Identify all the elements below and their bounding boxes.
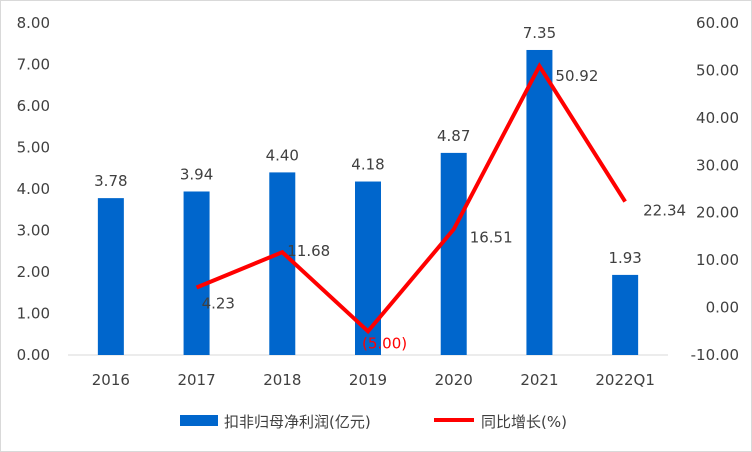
x-axis-tick-label: 2019 <box>349 371 387 389</box>
legend-bar-swatch <box>180 415 218 426</box>
line-value-label: 22.34 <box>643 202 686 220</box>
right-axis-tick-label: 40.00 <box>696 109 739 127</box>
line-point <box>537 64 541 68</box>
line-point <box>623 200 627 204</box>
bar-value-label: 1.93 <box>608 249 641 267</box>
bar-value-label: 4.87 <box>437 127 470 145</box>
data-labels: 3.78 3.94 4.40 4.18 4.87 7.35 1.93 4.23 11.68 (5.… <box>94 24 686 352</box>
bar-value-label: 4.40 <box>266 146 299 164</box>
right-axis-tick-label: 20.00 <box>696 204 739 222</box>
right-axis-tick-label: 60.00 <box>696 14 739 32</box>
bar <box>440 152 467 355</box>
line-value-label: 16.51 <box>470 228 513 246</box>
line-value-label: (5.00) <box>362 334 407 352</box>
bar <box>355 181 381 355</box>
bar-value-label: 7.35 <box>523 24 556 42</box>
growth-line <box>195 62 627 335</box>
line-point <box>366 329 370 333</box>
x-axis-tick-label: 2022Q1 <box>595 371 655 389</box>
bar-value-label: 4.18 <box>351 156 384 174</box>
bar <box>526 49 553 355</box>
left-axis-tick-label: 1.00 <box>17 305 50 323</box>
x-axis-tick-label: 2021 <box>520 371 558 389</box>
axes: 0.00 1.00 2.00 3.00 4.00 5.00 6.00 7.00 8.00 -10.… <box>17 14 739 389</box>
legend: 扣非归母净利润(亿元) 同比增长(%) <box>180 413 567 431</box>
line-value-label: 4.23 <box>202 295 235 313</box>
left-axis-tick-label: 7.00 <box>17 56 50 74</box>
bar <box>612 274 639 355</box>
legend-line-label: 同比增长(%) <box>481 413 567 431</box>
line-point <box>195 286 199 290</box>
bar-value-label: 3.94 <box>180 165 213 183</box>
line-value-label: 50.92 <box>555 67 598 85</box>
line-point <box>280 250 284 254</box>
bar-series <box>97 49 639 355</box>
x-axis-tick-label: 2017 <box>177 371 215 389</box>
left-axis-tick-label: 2.00 <box>17 263 50 281</box>
bar <box>183 191 210 355</box>
line-point <box>452 227 456 231</box>
left-axis-tick-label: 5.00 <box>17 139 50 157</box>
right-axis-tick-label: 10.00 <box>696 251 739 269</box>
right-axis-tick-label: 0.00 <box>706 299 739 317</box>
left-axis-tick-label: 4.00 <box>17 180 50 198</box>
line-value-label: 11.68 <box>287 242 330 260</box>
x-axis-tick-label: 2018 <box>263 371 301 389</box>
x-axis-tick-label: 2020 <box>435 371 473 389</box>
legend-bar-label: 扣非归母净利润(亿元) <box>224 413 371 431</box>
bar <box>269 172 296 355</box>
bar <box>97 198 124 355</box>
bar-value-label: 3.78 <box>94 172 127 190</box>
left-axis-tick-label: 0.00 <box>17 346 50 364</box>
left-axis-tick-label: 6.00 <box>17 97 50 115</box>
left-axis-tick-label: 8.00 <box>17 14 50 32</box>
right-axis-tick-label: -10.00 <box>691 346 739 364</box>
right-axis-tick-label: 30.00 <box>696 156 739 174</box>
line-series <box>195 62 627 335</box>
x-axis-tick-label: 2016 <box>92 371 130 389</box>
right-axis-tick-label: 50.00 <box>696 61 739 79</box>
left-axis-tick-label: 3.00 <box>17 222 50 240</box>
